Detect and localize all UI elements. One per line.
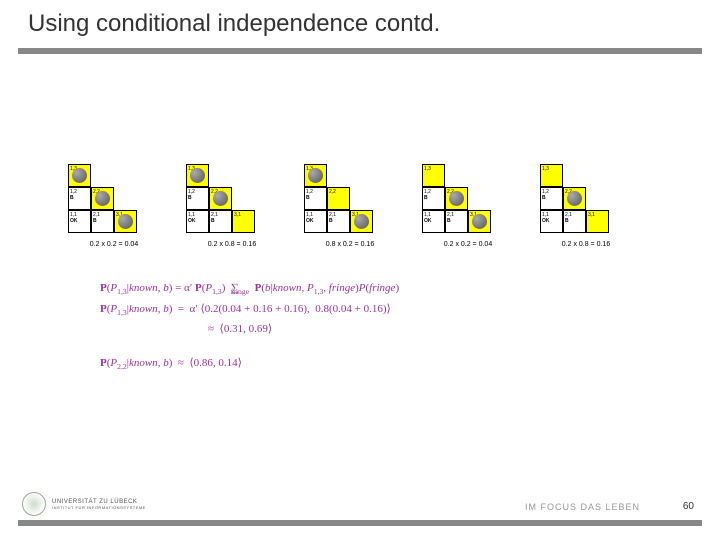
- cell-r1c1: 2,2: [327, 187, 350, 210]
- cell-r1c0: 1,2B: [304, 187, 327, 210]
- cell-r1c0: 1,2B: [540, 187, 563, 210]
- pit-circle: [567, 191, 582, 206]
- cell-r1c1: 2,2: [91, 187, 114, 210]
- cell-r2c0: 1,1OK: [540, 210, 563, 233]
- cell-r0c0: 1,3: [540, 164, 563, 187]
- cell-r2c1: 2,1B: [327, 210, 350, 233]
- cell-r0c0: 1,3: [68, 164, 91, 187]
- pit-circle: [95, 191, 110, 206]
- cell-r1c1: 2,2: [445, 187, 468, 210]
- cell-r2c2: 3,1: [114, 210, 137, 233]
- cell-r2c0: 1,1OK: [422, 210, 445, 233]
- pit-circle: [449, 191, 464, 206]
- board-caption: 0.2 x 0.2 = 0.04: [422, 241, 514, 248]
- cell-r2c0: 1,1OK: [304, 210, 327, 233]
- pit-circle: [190, 168, 205, 183]
- cell-r2c1: 2,1B: [445, 210, 468, 233]
- eq-line-1: P(P1,3|known, b) = α′ P(P1,3) ∑fringe P(…: [100, 280, 399, 299]
- pit-circle: [472, 214, 487, 229]
- cell-r2c2: 3,1: [586, 210, 609, 233]
- cell-r2c1: 2,1B: [209, 210, 232, 233]
- cell-r1c0: 1,2B: [186, 187, 209, 210]
- cell-r2c0: 1,1OK: [68, 210, 91, 233]
- eq-line-2: P(P1,3|known, b) = α′ ⟨0.2(0.04 + 0.16 +…: [100, 301, 399, 320]
- title-rule: [18, 48, 702, 54]
- pit-circle: [72, 168, 87, 183]
- cell-r2c2: 3,1: [468, 210, 491, 233]
- cell-r1c1: 2,2: [563, 187, 586, 210]
- pit-circle: [354, 214, 369, 229]
- cell-r1c0: 1,2B: [68, 187, 91, 210]
- board-0: 1,31,2B2,21,1OK2,1B3,10.2 x 0.2 = 0.04: [68, 140, 160, 234]
- cell-r0c0: 1,3: [304, 164, 327, 187]
- cell-r2c2: 3,1: [232, 210, 255, 233]
- board-diagrams: 1,31,2B2,21,1OK2,1B3,10.2 x 0.2 = 0.041,…: [68, 140, 632, 234]
- cell-r0c0: 1,3: [422, 164, 445, 187]
- cell-r2c1: 2,1B: [91, 210, 114, 233]
- cell-r2c2: 3,1: [350, 210, 373, 233]
- cell-r1c0: 1,2B: [422, 187, 445, 210]
- board-caption: 0.2 x 0.8 = 0.16: [186, 241, 278, 248]
- footer-left: UNIVERSITÄT ZU LÜBECK INSTITUT FÜR INFOR…: [22, 492, 146, 516]
- pit-circle: [308, 168, 323, 183]
- pit-circle: [213, 191, 228, 206]
- board-2: 1,31,2B2,21,1OK2,1B3,10.8 x 0.2 = 0.16: [304, 140, 396, 234]
- board-caption: 0.8 x 0.2 = 0.16: [304, 241, 396, 248]
- board-caption: 0.2 x 0.8 = 0.16: [540, 241, 632, 248]
- board-4: 1,31,2B2,21,1OK2,1B3,10.2 x 0.8 = 0.16: [540, 140, 632, 234]
- board-3: 1,31,2B2,21,1OK2,1B3,10.2 x 0.2 = 0.04: [422, 140, 514, 234]
- slide-title: Using conditional independence contd.: [28, 10, 440, 38]
- page-number: 60: [683, 501, 694, 512]
- footer-rule: [18, 520, 702, 526]
- board-1: 1,31,2B2,21,1OK2,1B3,10.2 x 0.8 = 0.16: [186, 140, 278, 234]
- university-logo: [22, 492, 46, 516]
- university-name: UNIVERSITÄT ZU LÜBECK: [52, 499, 146, 505]
- board-caption: 0.2 x 0.2 = 0.04: [68, 241, 160, 248]
- footer-slogan: IM FOCUS DAS LEBEN: [525, 502, 640, 512]
- eq-line-4: P(P2,2|known, b) ≈ ⟨0.86, 0.14⟩: [100, 355, 399, 374]
- equations-block: P(P1,3|known, b) = α′ P(P1,3) ∑fringe P(…: [100, 280, 399, 375]
- cell-r2c1: 2,1B: [563, 210, 586, 233]
- cell-r2c0: 1,1OK: [186, 210, 209, 233]
- cell-r0c0: 1,3: [186, 164, 209, 187]
- cell-r1c1: 2,2: [209, 187, 232, 210]
- pit-circle: [118, 214, 133, 229]
- institute-line: INSTITUT FÜR INFORMATIONSSYSTEME: [52, 505, 146, 510]
- eq-line-3: ≈ ⟨0.31, 0.69⟩: [208, 321, 399, 339]
